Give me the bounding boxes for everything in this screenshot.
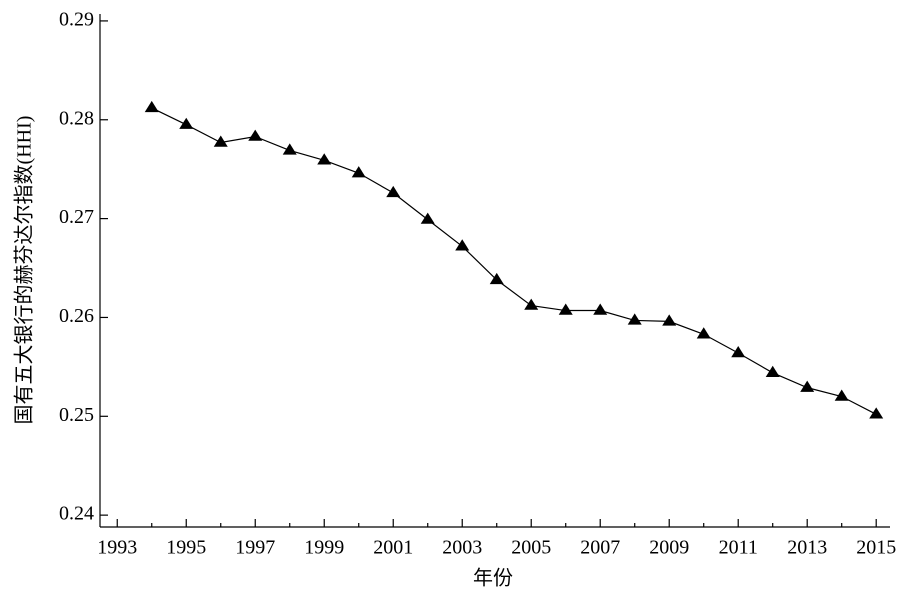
- marker: [662, 314, 677, 326]
- marker: [558, 303, 573, 315]
- x-tick-label: 2013: [787, 537, 827, 559]
- marker: [420, 212, 435, 224]
- x-tick-label: 1993: [97, 537, 137, 559]
- x-tick-label: 2005: [511, 537, 551, 559]
- marker: [869, 407, 884, 419]
- y-tick-label: 0.26: [59, 305, 94, 327]
- x-tick-label: 2009: [649, 537, 689, 559]
- marker: [593, 303, 608, 315]
- x-axis-label: 年份: [473, 567, 513, 590]
- marker: [386, 185, 401, 198]
- x-tick-label: 2015: [856, 537, 896, 559]
- marker: [455, 239, 470, 251]
- series-line: [151, 107, 877, 415]
- marker: [696, 327, 711, 339]
- x-tick-label: 2001: [373, 537, 413, 559]
- y-tick-label: 0.28: [59, 107, 94, 129]
- y-tick-label: 0.24: [59, 503, 94, 525]
- marker: [248, 129, 263, 141]
- marker: [627, 313, 642, 325]
- x-tick-label: 1999: [304, 537, 344, 559]
- marker: [834, 389, 849, 401]
- marker: [213, 135, 228, 147]
- x-tick-label: 2003: [442, 537, 482, 559]
- marker: [489, 272, 504, 285]
- marker: [800, 380, 815, 392]
- marker: [179, 117, 194, 129]
- x-tick-label: 2011: [719, 537, 758, 559]
- y-axis-label: 国有五大银行的赫芬达尔指数(HHI): [13, 116, 36, 425]
- marker: [524, 298, 539, 310]
- x-tick-label: 1995: [166, 537, 206, 559]
- y-tick-label: 0.25: [59, 404, 94, 426]
- marker: [351, 166, 366, 178]
- marker: [317, 153, 332, 165]
- y-tick-label: 0.27: [59, 206, 94, 228]
- y-tick-label: 0.29: [59, 9, 94, 31]
- marker: [731, 346, 746, 358]
- x-tick-label: 1997: [235, 537, 275, 559]
- x-tick-label: 2007: [580, 537, 620, 559]
- marker: [144, 100, 159, 113]
- marker: [765, 365, 780, 378]
- marker: [282, 143, 297, 155]
